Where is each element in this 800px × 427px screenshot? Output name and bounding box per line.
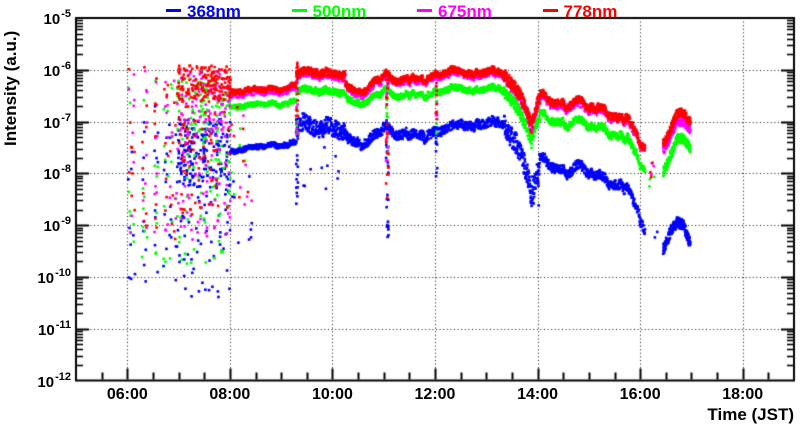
y-tick-base: 10 — [43, 218, 61, 236]
legend-item-500nm: 500nm — [291, 2, 367, 21]
legend-item-675nm: 675nm — [417, 2, 492, 21]
y-tick-label: 10-8 — [0, 163, 71, 184]
y-tick-exponent: -10 — [55, 266, 71, 279]
y-tick-exponent: -8 — [61, 163, 71, 176]
y-tick-label: 10-9 — [0, 215, 71, 236]
legend-item-778nm: 778nm — [542, 2, 618, 21]
legend-item-368nm: 368nm — [166, 2, 241, 21]
x-axis-title: Time (JST) — [707, 405, 794, 424]
y-tick-label: 10-7 — [0, 111, 71, 132]
y-tick-base: 10 — [43, 62, 61, 80]
legend-label: 500nm — [312, 2, 367, 21]
y-tick-exponent: -11 — [55, 318, 71, 331]
y-tick-exponent: -12 — [55, 370, 71, 383]
y-tick-exponent: -9 — [61, 215, 71, 228]
y-tick-exponent: -7 — [61, 111, 71, 124]
y-tick-base: 10 — [37, 269, 55, 287]
x-tick-label: 10:00 — [311, 386, 353, 403]
y-tick-label: 10-10 — [0, 266, 71, 287]
y-tick-label: 10-5 — [0, 8, 71, 28]
x-tick-label: 18:00 — [722, 386, 764, 403]
y-tick-label: 10-6 — [0, 59, 71, 80]
x-tick-label: 12:00 — [414, 386, 456, 403]
legend-marker-675nm — [417, 9, 432, 12]
x-tick-label: 14:00 — [517, 386, 559, 403]
y-tick-label: 10-12 — [0, 370, 71, 391]
legend-label: 675nm — [438, 2, 492, 21]
y-tick-base: 10 — [38, 321, 55, 339]
x-tick-label: 06:00 — [106, 386, 148, 403]
x-tick-label: 16:00 — [619, 386, 661, 403]
y-tick-label: 10-11 — [0, 318, 71, 339]
legend-marker-500nm — [291, 9, 307, 12]
x-tick-label: 08:00 — [209, 386, 251, 403]
legend-label: 778nm — [563, 2, 618, 21]
y-tick-base: 10 — [43, 11, 61, 28]
y-tick-exponent: -5 — [61, 8, 71, 20]
legend-label: 368nm — [187, 2, 241, 21]
y-tick-exponent: -6 — [61, 59, 71, 72]
y-tick-base: 10 — [43, 166, 61, 184]
y-tick-base: 10 — [37, 373, 55, 391]
legend-marker-778nm — [542, 9, 558, 12]
y-tick-base: 10 — [43, 114, 61, 132]
legend-marker-368nm — [166, 9, 181, 12]
